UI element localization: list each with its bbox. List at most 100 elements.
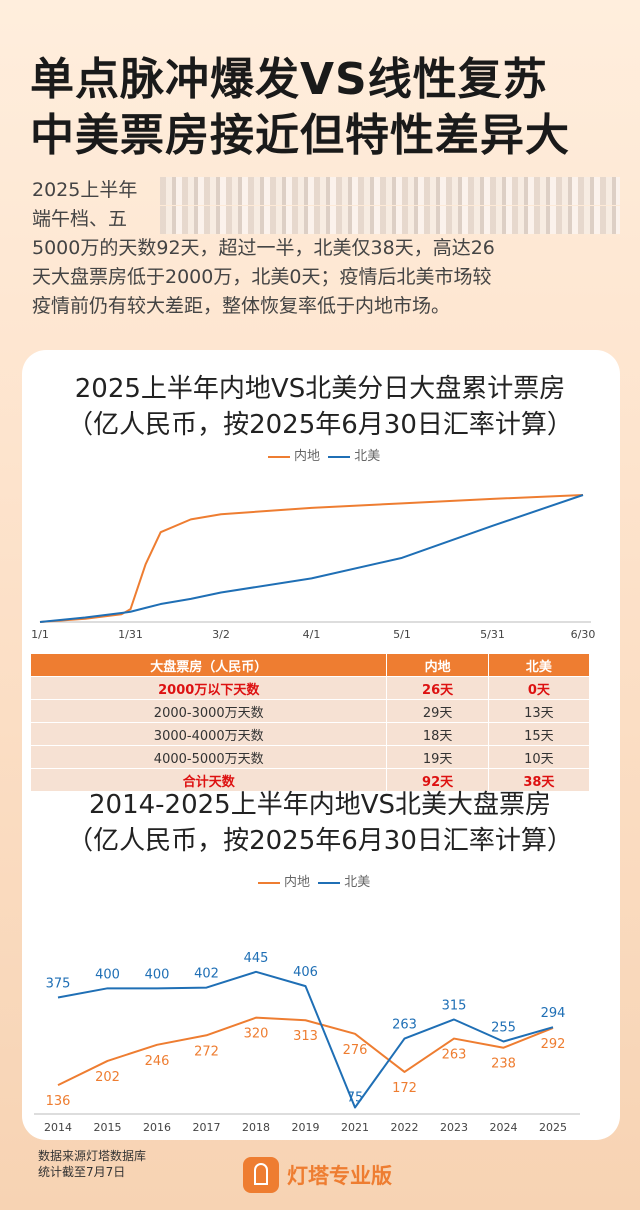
table-cell-mainland: 19天 [386, 745, 489, 769]
chart2-data-label-na: 400 [95, 967, 120, 982]
chart2-data-label-na: 400 [145, 967, 170, 982]
table-cell-na: 15天 [487, 722, 591, 746]
footer-source: 数据来源灯塔数据库 [38, 1149, 147, 1163]
cumulative-box-office-chart: 1/1 1/31 3/2 4/1 5/1 5/31 6/30 [31, 494, 596, 641]
chart2-data-label-na: 75 [347, 1091, 364, 1106]
intro-line-1: 2025上半年 [32, 179, 138, 201]
table-cell-na: 10天 [487, 745, 591, 769]
chart1-x-tick: 1/31 [118, 628, 143, 641]
legend-swatch-mainland [268, 455, 290, 458]
chart2-data-label-mainland: 276 [343, 1043, 368, 1058]
table-cell-mainland: 26天 [386, 676, 489, 700]
chart2-title: 2014-2025上半年内地VS北美大盘票房 [88, 790, 551, 820]
chart2-data-label-na: 294 [541, 1006, 566, 1021]
legend2-swatch-na [318, 881, 341, 884]
intro-line-2: 端午档、五 [32, 208, 128, 230]
chart2-data-label-na: 315 [442, 998, 467, 1013]
chart2-data-label-mainland: 313 [293, 1029, 318, 1044]
chart1-x-tick: 6/30 [571, 628, 596, 641]
chart1-legend: 内地 北美 [268, 445, 380, 464]
table-row: 合计天数 92天 38天 [29, 768, 591, 792]
chart2-legend-mainland: 内地 [284, 875, 311, 890]
chart1-legend-mainland: 内地 [294, 449, 321, 464]
headline-line-1: 单点脉冲爆发VS线性复苏 [30, 54, 548, 105]
table-cell-label: 合计天数 [29, 768, 388, 792]
intro-line-3: 5000万的天数92天，超过一半，北美仅38天，高达26 [32, 237, 495, 259]
table-row: 2000万以下天数 26天 0天 [29, 676, 591, 700]
chart2-x-tick: 2018 [242, 1121, 270, 1134]
chart2-x-tick: 2017 [193, 1121, 221, 1134]
chart2-data-label-mainland: 136 [46, 1094, 71, 1109]
table-cell-na: 13天 [487, 699, 591, 723]
chart2-series-na-line [57, 970, 554, 1109]
table-cell-label: 2000-3000万天数 [29, 699, 388, 723]
chart2-legend-na: 北美 [344, 875, 371, 890]
headline: 单点脉冲爆发VS线性复苏 中美票房接近但特性差异大 [30, 52, 620, 164]
chart2-series-mainland-line [57, 1016, 554, 1087]
chart1-x-tick: 3/2 [212, 628, 230, 641]
chart1-x-tick: 1/1 [31, 628, 49, 641]
chart2-x-tick: 2015 [94, 1121, 122, 1134]
chart1-subtitle: （亿人民币，按2025年6月30日汇率计算） [67, 410, 573, 440]
legend-swatch-na [328, 455, 351, 458]
table-cell-mainland: 18天 [386, 722, 489, 746]
chart2-x-tick: 2014 [44, 1121, 72, 1134]
chart2-data-label-na: 445 [244, 951, 269, 966]
chart2-data-label-na: 402 [194, 967, 219, 982]
chart2-data-label-na: 406 [293, 965, 318, 980]
table-cell-na: 38天 [487, 768, 591, 792]
chart2-data-label-mainland: 172 [392, 1081, 417, 1096]
chart2-data-label-mainland: 202 [95, 1070, 120, 1085]
chart1-x-tick: 4/1 [303, 628, 321, 641]
chart1-title: 2025上半年内地VS北美分日大盘累计票房 [74, 374, 566, 404]
blurred-text-2 [160, 206, 620, 234]
chart2-legend: 内地 北美 [258, 871, 370, 890]
table-header-range: 大盘票房（人民币） [29, 653, 388, 677]
chart2-x-tick: 2021 [341, 1121, 369, 1134]
lighthouse-icon [243, 1157, 279, 1193]
headline-line-2: 中美票房接近但特性差异大 [30, 110, 570, 161]
intro-line-4: 天大盘票房低于2000万，北美0天；疫情后北美市场较 [32, 266, 492, 288]
table-cell-label: 2000万以下天数 [29, 676, 388, 700]
chart2-subtitle: （亿人民币，按2025年6月30日汇率计算） [67, 826, 573, 856]
table-header-na: 北美 [487, 653, 591, 677]
blurred-text-1 [160, 177, 620, 205]
brand-name: 灯塔专业版 [287, 1164, 392, 1188]
chart1-series-mainland-line [39, 494, 584, 623]
table-cell-label: 3000-4000万天数 [29, 722, 388, 746]
chart1-series-na-line [39, 494, 584, 623]
table-row: 2000-3000万天数 29天 13天 [29, 699, 591, 723]
intro-line-5: 疫情前仍有较大差距，整体恢复率低于内地市场。 [32, 295, 451, 317]
table-row: 3000-4000万天数 18天 15天 [29, 722, 591, 746]
footer-cutoff: 统计截至7月7日 [38, 1165, 126, 1179]
chart2-x-tick: 2016 [143, 1121, 171, 1134]
table-row: 4000-5000万天数 19天 10天 [29, 745, 591, 769]
chart2-data-label-mainland: 320 [244, 1027, 269, 1042]
legend2-swatch-mainland [258, 881, 280, 884]
table-cell-label: 4000-5000万天数 [29, 745, 388, 769]
chart2-data-label-mainland: 263 [442, 1048, 467, 1063]
table-header-mainland: 内地 [386, 653, 489, 677]
chart2-x-tick: 2019 [292, 1121, 320, 1134]
chart1-legend-na: 北美 [354, 449, 381, 464]
chart2-data-label-mainland: 238 [491, 1057, 516, 1072]
chart2-data-label-mainland: 246 [145, 1054, 170, 1069]
chart2-data-label-na: 263 [392, 1018, 417, 1033]
table-cell-mainland: 92天 [386, 768, 489, 792]
chart2-x-tick: 2025 [539, 1121, 567, 1134]
chart2-data-label-na: 375 [46, 976, 71, 991]
chart2-x-tick: 2023 [440, 1121, 468, 1134]
chart1-x-tick: 5/1 [393, 628, 411, 641]
chart1-x-tick: 5/31 [480, 628, 505, 641]
footer-note: 数据来源灯塔数据库 统计截至7月7日 [38, 1148, 146, 1180]
chart2-data-label-mainland: 292 [541, 1037, 566, 1052]
table-cell-na: 0天 [487, 676, 591, 700]
table-cell-mainland: 29天 [386, 699, 489, 723]
box-office-stats-table: 大盘票房（人民币） 内地 北美 2000万以下天数 26天 0天 2000-3000万… [29, 653, 591, 792]
intro-paragraph: 2025上半年 端午档、五 5000万的天数92天，超过一半，北美仅38天，高达… [32, 176, 617, 321]
brand-logo: 灯塔专业版 [243, 1155, 392, 1195]
yearly-box-office-chart: 2014 2015 2016 2017 2018 2019 2021 2022 2023 2024… [34, 951, 580, 1134]
chart2-data-label-mainland: 272 [194, 1044, 219, 1059]
chart2-data-label-na: 255 [491, 1020, 516, 1035]
chart2-x-tick: 2022 [391, 1121, 419, 1134]
